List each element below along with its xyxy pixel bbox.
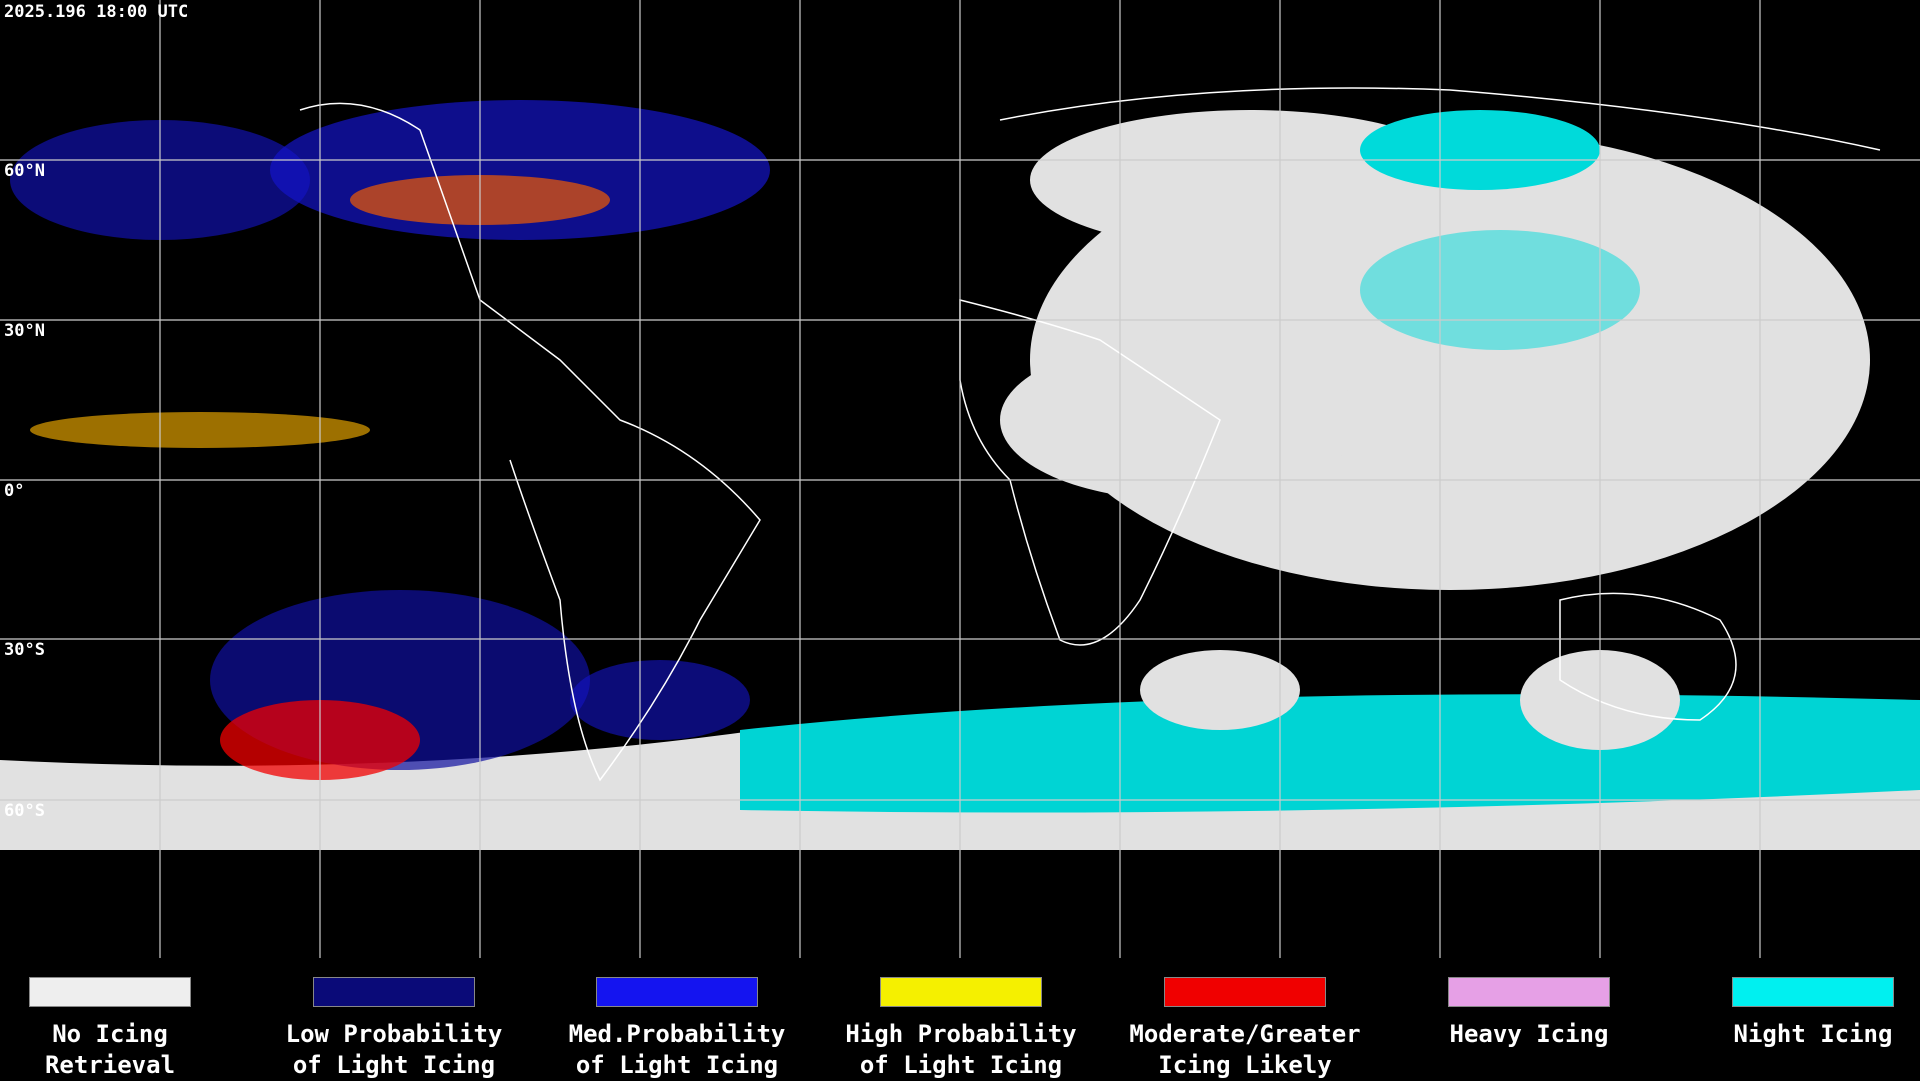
legend-swatch	[1164, 977, 1326, 1007]
legend-swatch	[1448, 977, 1610, 1007]
legend-label: Moderate/Greater	[1129, 1020, 1361, 1048]
legend-item: Low Probability of Light Icing	[249, 977, 539, 1081]
legend-swatch	[1732, 977, 1894, 1007]
grid	[0, 0, 1920, 958]
legend-item: Heavy Icing	[1384, 977, 1674, 1050]
map: 2025.196 18:00 UTC 60°N 30°N 0° 30°S 60°S	[0, 0, 1920, 958]
legend-item: Med.Probability of Light Icing	[532, 977, 822, 1081]
legend-item: Night Icing	[1668, 977, 1920, 1050]
timestamp: 2025.196 18:00 UTC	[4, 2, 188, 22]
legend-label: Heavy Icing	[1449, 1020, 1609, 1048]
legend-swatch	[596, 977, 758, 1007]
latitude-label: 60°S	[4, 801, 45, 821]
latitude-label: 60°N	[4, 161, 45, 181]
legend-label: Night Icing	[1733, 1020, 1893, 1048]
legend-swatch	[880, 977, 1042, 1007]
legend: No Icing Retrieval Low Probability of Light…	[0, 958, 1920, 1080]
legend-swatch	[313, 977, 475, 1007]
legend-label: Retrieval	[44, 1051, 176, 1079]
legend-label: High Probability	[845, 1020, 1077, 1048]
legend-label: No Icing	[52, 1020, 168, 1048]
legend-label: of Light Icing	[292, 1051, 496, 1079]
legend-item: Moderate/Greater Icing Likely	[1100, 977, 1390, 1081]
latitude-label: 30°N	[4, 321, 45, 341]
legend-label: of Light Icing	[575, 1051, 779, 1079]
legend-label: of Light Icing	[859, 1051, 1063, 1079]
icing-areas	[10, 100, 770, 780]
legend-label: Low Probability	[285, 1020, 503, 1048]
legend-label: Med.Probability	[568, 1020, 786, 1048]
latitude-labels: 60°N 30°N 0° 30°S 60°S	[4, 161, 45, 821]
legend-item: High Probability of Light Icing	[816, 977, 1106, 1081]
legend-swatch	[29, 977, 191, 1007]
legend-label: Icing Likely	[1158, 1051, 1332, 1079]
latitude-label: 0°	[4, 481, 24, 501]
latitude-label: 30°S	[4, 640, 45, 660]
legend-item: No Icing Retrieval	[0, 977, 255, 1081]
